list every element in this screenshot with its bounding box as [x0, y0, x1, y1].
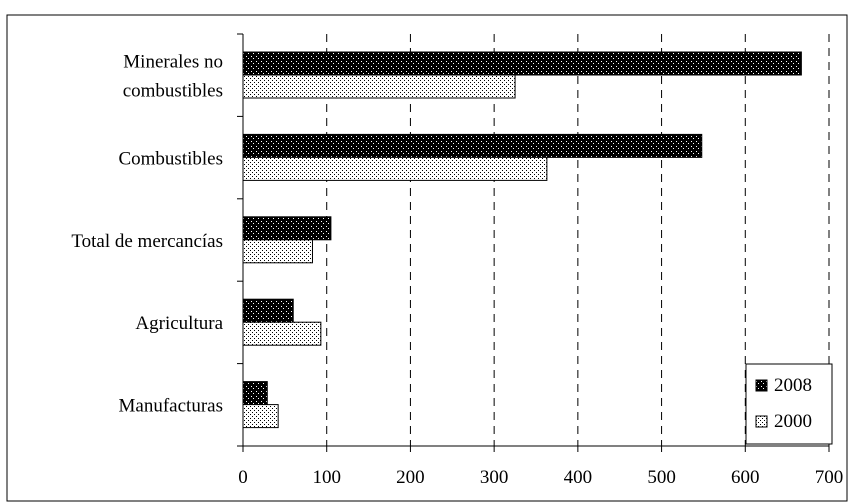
x-tick-label: 0	[238, 467, 248, 488]
legend-label: 2000	[774, 411, 812, 432]
bar-2008	[242, 298, 294, 323]
bar-2008	[242, 381, 268, 406]
x-tick-label: 500	[647, 467, 676, 488]
bar-2000	[242, 404, 279, 429]
x-tick-label: 700	[815, 467, 844, 488]
x-tick-label: 400	[564, 467, 593, 488]
category-label: Agricultura	[135, 313, 223, 334]
category-label-line: Combustibles	[118, 148, 223, 169]
legend-swatch-2008	[755, 379, 768, 392]
legend-label: 2008	[774, 375, 812, 396]
category-label-line: combustibles	[123, 81, 223, 102]
category-label: Manufacturas	[119, 396, 223, 417]
bar-2000	[242, 239, 313, 264]
bar-2008	[242, 133, 703, 158]
category-label: Combustibles	[118, 148, 223, 169]
category-label-line: Minerales no	[123, 52, 223, 73]
bar-2000	[242, 321, 322, 346]
category-label-line: Total de mercancías	[71, 231, 223, 252]
category-label: Minerales no combustibles	[123, 52, 223, 102]
legend-box	[745, 363, 833, 445]
bar-2008	[242, 216, 332, 241]
bar-2000	[242, 156, 548, 181]
x-tick-label: 600	[731, 467, 760, 488]
bar-2000	[242, 74, 516, 99]
category-label-line: Manufacturas	[119, 396, 223, 417]
x-tick-label: 100	[312, 467, 341, 488]
x-tick-label: 200	[396, 467, 425, 488]
bar-2008	[242, 51, 802, 76]
category-label-line: Agricultura	[135, 313, 223, 334]
category-label: Total de mercancías	[71, 231, 223, 252]
x-tick-label: 300	[480, 467, 509, 488]
legend-swatch-2000	[755, 415, 768, 428]
